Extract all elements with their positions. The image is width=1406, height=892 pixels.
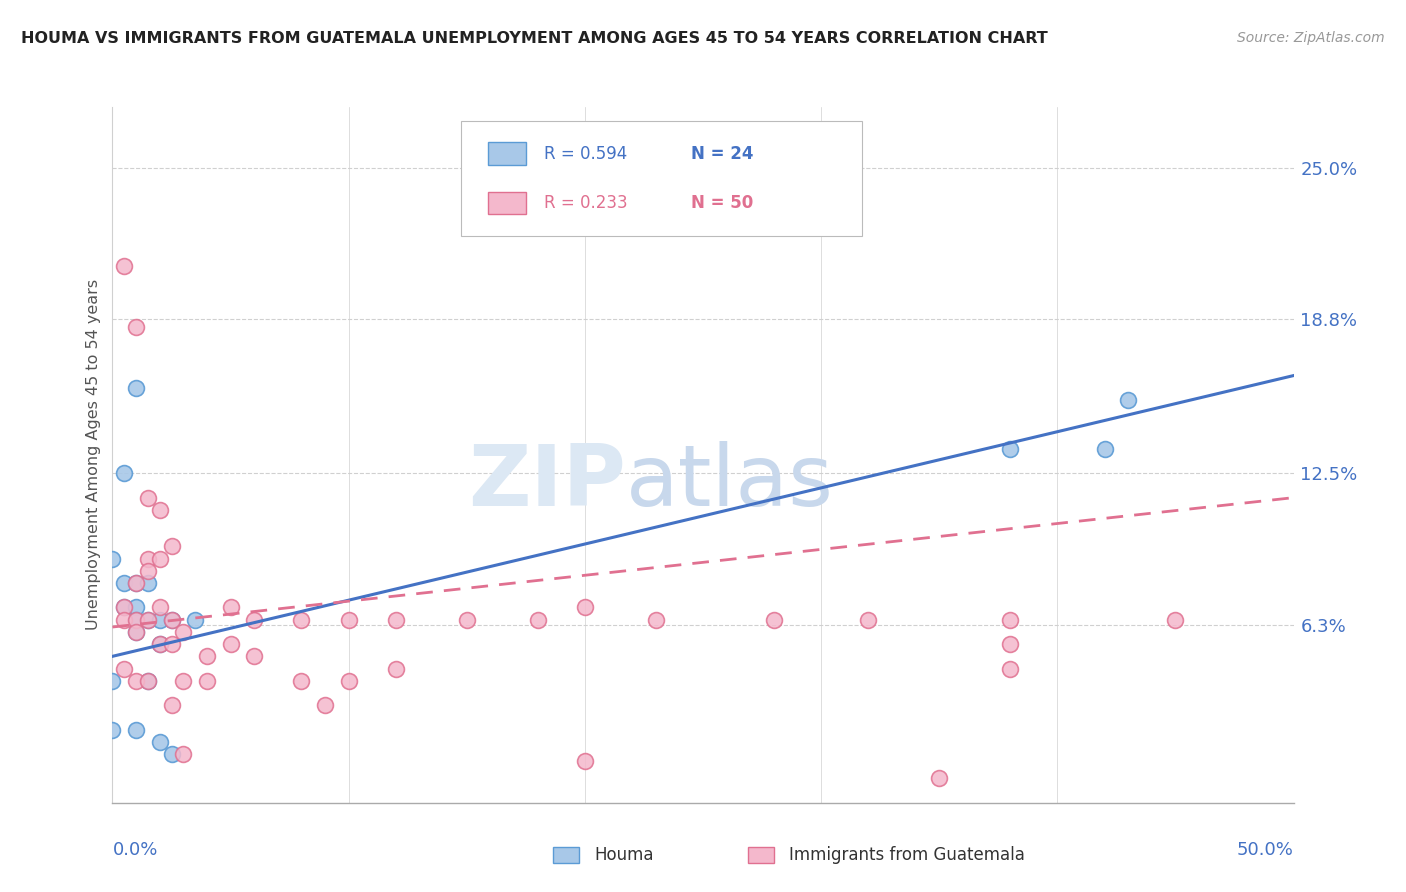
Point [149, 735, 172, 749]
Point [998, 613, 1021, 627]
Point [136, 613, 159, 627]
FancyBboxPatch shape [748, 847, 773, 863]
Text: atlas: atlas [626, 442, 834, 524]
Point [1164, 613, 1187, 627]
Point [136, 551, 159, 566]
Point [337, 613, 360, 627]
FancyBboxPatch shape [553, 847, 579, 863]
Y-axis label: Unemployment Among Ages 45 to 54 years: Unemployment Among Ages 45 to 54 years [86, 279, 101, 631]
Point [112, 613, 135, 627]
Point [160, 613, 183, 627]
Point [172, 673, 194, 688]
Point [125, 576, 148, 591]
Text: ZIP: ZIP [468, 442, 626, 524]
Text: Houma: Houma [595, 846, 654, 864]
Point [112, 576, 135, 591]
Point [574, 600, 596, 615]
Text: 0.0%: 0.0% [112, 841, 157, 859]
Point [928, 772, 950, 786]
Point [998, 661, 1021, 675]
Point [149, 613, 172, 627]
Point [644, 613, 666, 627]
Point [314, 698, 336, 713]
Point [149, 637, 172, 651]
Point [125, 319, 148, 334]
Point [125, 381, 148, 395]
Text: N = 50: N = 50 [692, 194, 754, 212]
Point [101, 673, 124, 688]
Point [160, 540, 183, 554]
Point [290, 673, 312, 688]
Point [574, 754, 596, 768]
Point [112, 600, 135, 615]
Point [125, 600, 148, 615]
Point [243, 613, 266, 627]
Text: 50.0%: 50.0% [1237, 841, 1294, 859]
Point [136, 673, 159, 688]
Point [385, 613, 408, 627]
Point [149, 551, 172, 566]
Point [136, 564, 159, 578]
Point [125, 673, 148, 688]
Text: HOUMA VS IMMIGRANTS FROM GUATEMALA UNEMPLOYMENT AMONG AGES 45 TO 54 YEARS CORREL: HOUMA VS IMMIGRANTS FROM GUATEMALA UNEMP… [21, 31, 1047, 46]
Point [125, 624, 148, 639]
Point [149, 637, 172, 651]
Point [160, 698, 183, 713]
Point [160, 613, 183, 627]
Point [172, 747, 194, 761]
Point [112, 467, 135, 481]
Point [195, 673, 218, 688]
Point [526, 613, 548, 627]
Point [243, 649, 266, 664]
Point [125, 624, 148, 639]
Point [112, 600, 135, 615]
Point [125, 613, 148, 627]
Point [998, 637, 1021, 651]
Point [101, 723, 124, 737]
Point [219, 637, 242, 651]
Point [858, 613, 880, 627]
Text: N = 24: N = 24 [692, 145, 754, 162]
Point [290, 613, 312, 627]
Point [125, 613, 148, 627]
Point [112, 259, 135, 273]
FancyBboxPatch shape [461, 121, 862, 235]
Point [136, 576, 159, 591]
Point [112, 661, 135, 675]
Point [184, 613, 207, 627]
Text: R = 0.233: R = 0.233 [544, 194, 627, 212]
FancyBboxPatch shape [488, 192, 526, 214]
Point [1094, 442, 1116, 456]
Point [160, 637, 183, 651]
Point [149, 600, 172, 615]
Text: Immigrants from Guatemala: Immigrants from Guatemala [789, 846, 1025, 864]
Point [149, 503, 172, 517]
Point [762, 613, 785, 627]
Point [136, 613, 159, 627]
Point [101, 551, 124, 566]
Point [337, 673, 360, 688]
Point [219, 600, 242, 615]
Point [195, 649, 218, 664]
Point [160, 747, 183, 761]
Point [172, 624, 194, 639]
Text: R = 0.594: R = 0.594 [544, 145, 627, 162]
Point [456, 613, 478, 627]
Point [1116, 392, 1139, 407]
FancyBboxPatch shape [488, 143, 526, 165]
Point [136, 673, 159, 688]
Point [136, 491, 159, 505]
Text: Source: ZipAtlas.com: Source: ZipAtlas.com [1237, 31, 1385, 45]
Point [998, 442, 1021, 456]
Point [125, 576, 148, 591]
Point [125, 723, 148, 737]
Point [385, 661, 408, 675]
